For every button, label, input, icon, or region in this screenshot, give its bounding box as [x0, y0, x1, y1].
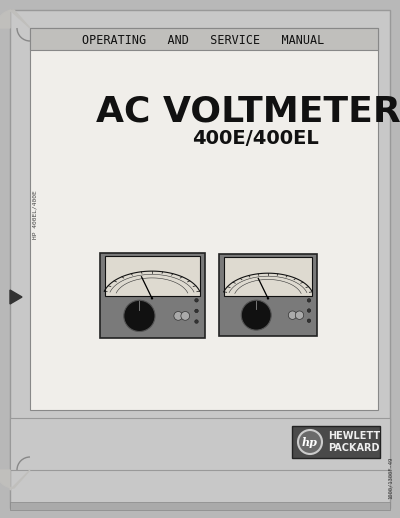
Circle shape [195, 320, 198, 323]
FancyBboxPatch shape [30, 28, 378, 410]
Circle shape [181, 311, 190, 320]
FancyBboxPatch shape [292, 426, 380, 458]
Text: HEWLETT: HEWLETT [328, 431, 380, 441]
FancyBboxPatch shape [100, 252, 204, 338]
Polygon shape [10, 290, 22, 304]
Circle shape [195, 309, 198, 313]
Circle shape [241, 300, 271, 330]
Circle shape [295, 311, 304, 320]
Text: 400E/400EL: 400E/400EL [192, 128, 318, 148]
FancyBboxPatch shape [104, 255, 200, 296]
Circle shape [195, 298, 198, 302]
Circle shape [307, 319, 311, 323]
Text: AC VOLTMETER: AC VOLTMETER [96, 95, 400, 129]
Polygon shape [0, 10, 30, 28]
Polygon shape [0, 470, 30, 490]
Text: PACKARD: PACKARD [328, 443, 380, 453]
Circle shape [124, 300, 155, 332]
Text: OPERATING   AND   SERVICE   MANUAL: OPERATING AND SERVICE MANUAL [82, 34, 324, 47]
FancyBboxPatch shape [10, 10, 390, 508]
FancyBboxPatch shape [10, 418, 390, 470]
Circle shape [267, 297, 269, 299]
Circle shape [174, 311, 183, 320]
Text: 1000/1300F-49: 1000/1300F-49 [388, 457, 392, 499]
Circle shape [288, 311, 297, 320]
Circle shape [307, 298, 311, 302]
Circle shape [151, 297, 153, 299]
FancyBboxPatch shape [10, 502, 390, 510]
FancyBboxPatch shape [30, 28, 378, 50]
FancyBboxPatch shape [224, 257, 312, 296]
Circle shape [307, 309, 311, 312]
Text: HP 400EL/400E: HP 400EL/400E [32, 191, 38, 239]
FancyBboxPatch shape [219, 254, 317, 336]
Circle shape [298, 430, 322, 454]
Text: hp: hp [302, 437, 318, 448]
